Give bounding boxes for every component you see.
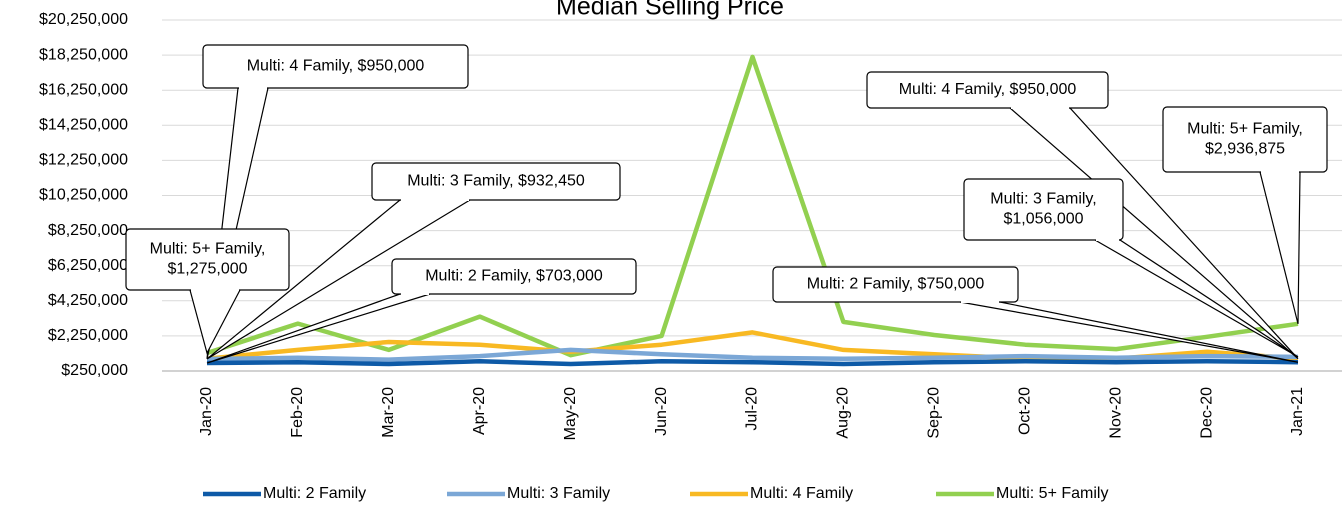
legend-label: Multi: 3 Family: [507, 485, 610, 502]
callout-text: Multi: 3 Family,: [990, 191, 1096, 208]
legend-label: Multi: 4 Family: [750, 485, 853, 502]
y-tick-label: $8,250,000: [48, 222, 128, 239]
y-tick-label: $12,250,000: [39, 152, 128, 169]
y-tick-label: $10,250,000: [39, 187, 128, 204]
y-tick-label: $14,250,000: [39, 117, 128, 134]
legend-label: Multi: 2 Family: [263, 485, 366, 502]
callout-box: [202, 44, 469, 89]
callout-text: Multi: 5+ Family,: [150, 241, 266, 258]
x-tick-label: Aug-20: [835, 387, 852, 439]
callout: Multi: 5+ Family, $1,275,000: [125, 228, 290, 355]
x-tick-label: Apr-20: [471, 387, 488, 435]
x-tick-label: Jan-21: [1289, 387, 1306, 436]
callout-box: [391, 258, 637, 295]
callout: Multi: 2 Family, $703,000: [206, 258, 637, 364]
callout-box: [125, 228, 290, 291]
callout-text: Multi: 5+ Family,: [1187, 121, 1303, 138]
callout-pointer: [206, 293, 431, 364]
x-tick-label: Oct-20: [1016, 387, 1033, 435]
y-tick-label: $6,250,000: [48, 257, 128, 274]
callout: Multi: 3 Family, $1,056,000: [963, 178, 1299, 358]
callout: Multi: 4 Family, $950,000: [202, 44, 469, 359]
callout-box: [772, 266, 1019, 303]
x-tick-label: Feb-20: [289, 387, 306, 438]
x-tick-label: Jul-20: [744, 387, 761, 431]
callout: Multi: 5+ Family, $2,936,875: [1162, 106, 1328, 324]
callout-text: Multi: 3 Family, $932,450: [407, 173, 585, 190]
y-tick-label: $2,250,000: [48, 327, 128, 344]
callout: Multi: 2 Family, $750,000: [772, 266, 1299, 363]
y-tick-label: $250,000: [61, 362, 128, 379]
callout-text: $1,056,000: [1003, 211, 1083, 228]
series-line: [206, 359, 1299, 367]
callout: Multi: 4 Family, $950,000: [866, 71, 1299, 360]
x-tick-label: Nov-20: [1107, 387, 1124, 439]
callout-box: [963, 178, 1124, 241]
x-tick-label: Sep-20: [926, 387, 943, 439]
callout-box: [371, 162, 621, 201]
y-tick-label: $18,250,000: [39, 46, 128, 63]
callout-text: $2,936,875: [1205, 141, 1285, 158]
callout-text: Multi: 2 Family, $703,000: [425, 268, 603, 285]
callout-text: $1,275,000: [167, 261, 247, 278]
legend-label: Multi: 5+ Family: [996, 485, 1108, 502]
callout: Multi: 3 Family, $932,450: [206, 162, 621, 360]
y-tick-label: $20,250,000: [39, 11, 128, 28]
y-tick-label: $4,250,000: [48, 292, 128, 309]
x-tick-label: Jun-20: [653, 387, 670, 436]
series-line: [206, 54, 1299, 358]
callout-box: [1162, 106, 1328, 173]
callout-text: Multi: 4 Family, $950,000: [899, 81, 1077, 98]
x-tick-label: Jan-20: [198, 387, 215, 436]
y-tick-label: $16,250,000: [39, 81, 128, 98]
callout-box: [866, 71, 1109, 109]
series-line: [206, 347, 1299, 362]
chart-title: Median Selling Price: [556, 0, 784, 21]
x-tick-label: Mar-20: [380, 387, 397, 438]
callout-text: Multi: 4 Family, $950,000: [247, 58, 425, 75]
x-tick-label: Dec-20: [1198, 387, 1215, 439]
x-tick-label: May-20: [562, 387, 579, 440]
callout-text: Multi: 2 Family, $750,000: [807, 276, 985, 293]
